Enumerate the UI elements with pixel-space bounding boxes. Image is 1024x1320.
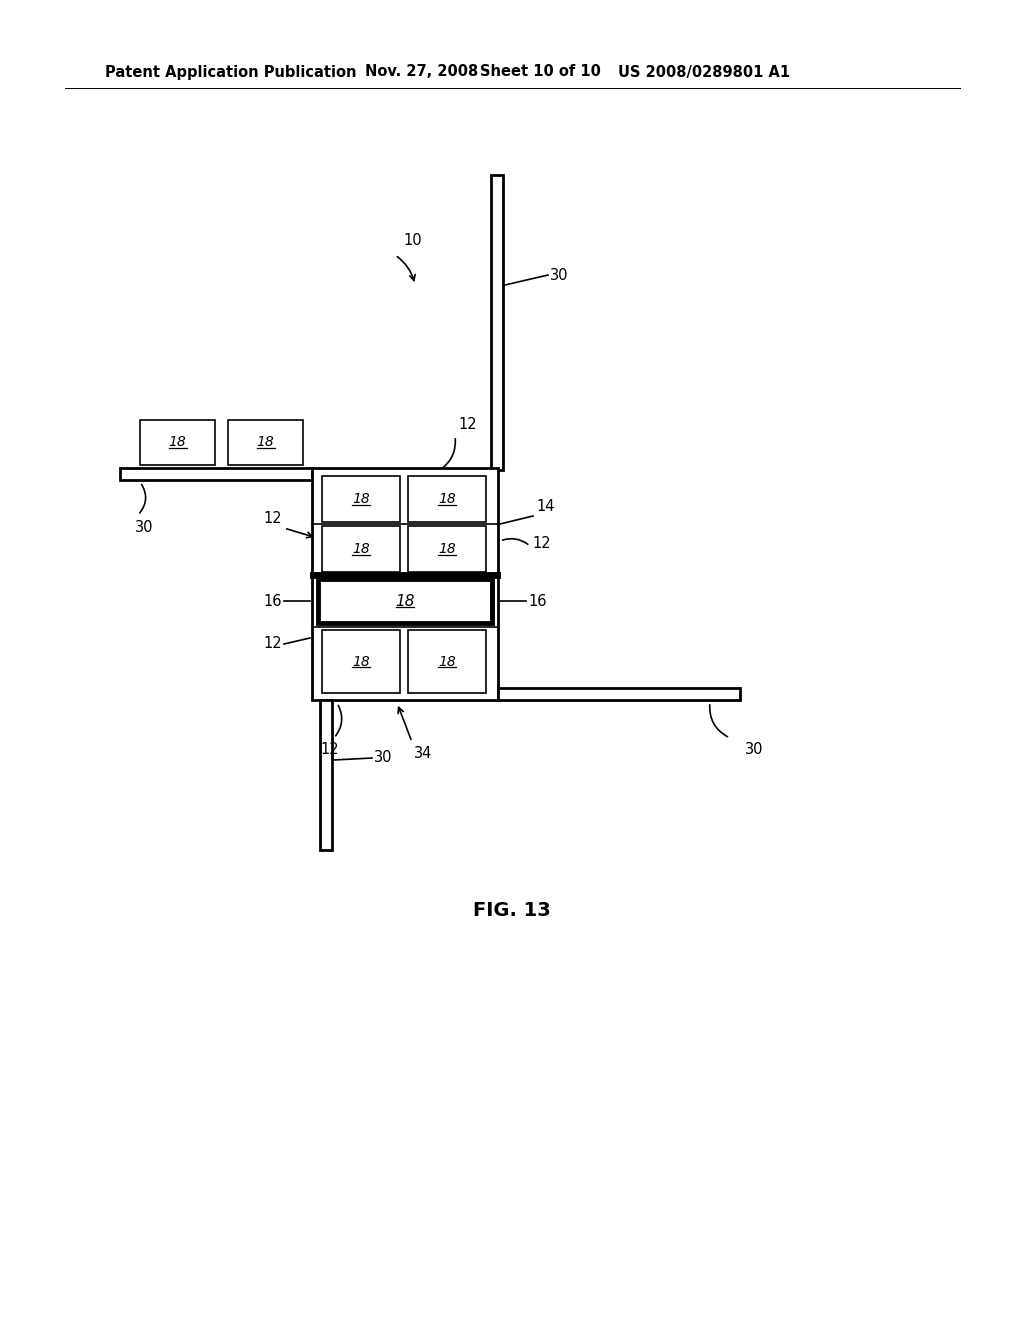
Bar bbox=[322, 477, 400, 521]
Bar bbox=[408, 630, 486, 693]
Text: Patent Application Publication: Patent Application Publication bbox=[105, 65, 356, 79]
Text: 30: 30 bbox=[550, 268, 568, 282]
Bar bbox=[319, 700, 332, 850]
Text: 18: 18 bbox=[438, 655, 456, 668]
Text: 12: 12 bbox=[321, 742, 339, 756]
Text: US 2008/0289801 A1: US 2008/0289801 A1 bbox=[618, 65, 791, 79]
Text: 18: 18 bbox=[352, 543, 370, 556]
Text: 18: 18 bbox=[169, 436, 186, 450]
Text: 10: 10 bbox=[403, 234, 422, 248]
Text: 30: 30 bbox=[745, 742, 764, 756]
Text: 16: 16 bbox=[263, 594, 282, 609]
Text: 18: 18 bbox=[438, 543, 456, 556]
Text: 18: 18 bbox=[352, 655, 370, 668]
Text: 18: 18 bbox=[438, 492, 456, 506]
Text: FIG. 13: FIG. 13 bbox=[473, 900, 551, 920]
Bar bbox=[120, 469, 312, 480]
Text: 14: 14 bbox=[536, 499, 555, 513]
Text: Sheet 10 of 10: Sheet 10 of 10 bbox=[480, 65, 601, 79]
Bar bbox=[408, 477, 486, 521]
Bar bbox=[490, 176, 503, 470]
Bar bbox=[408, 525, 486, 572]
Text: 12: 12 bbox=[532, 536, 551, 552]
Text: Nov. 27, 2008: Nov. 27, 2008 bbox=[365, 65, 478, 79]
Bar bbox=[322, 630, 400, 693]
Text: 34: 34 bbox=[414, 746, 432, 762]
Text: 12: 12 bbox=[458, 417, 476, 432]
Bar bbox=[322, 525, 400, 572]
Bar bbox=[312, 469, 498, 700]
Text: 18: 18 bbox=[352, 492, 370, 506]
Bar bbox=[140, 420, 215, 465]
Text: 30: 30 bbox=[135, 520, 154, 535]
Bar bbox=[228, 420, 303, 465]
Text: 30: 30 bbox=[374, 751, 392, 766]
Bar bbox=[318, 579, 492, 623]
Text: 18: 18 bbox=[257, 436, 274, 450]
Text: 16: 16 bbox=[528, 594, 547, 609]
Text: 12: 12 bbox=[263, 636, 282, 652]
Text: 12: 12 bbox=[263, 511, 282, 525]
Bar bbox=[498, 688, 740, 700]
Text: 18: 18 bbox=[395, 594, 415, 609]
